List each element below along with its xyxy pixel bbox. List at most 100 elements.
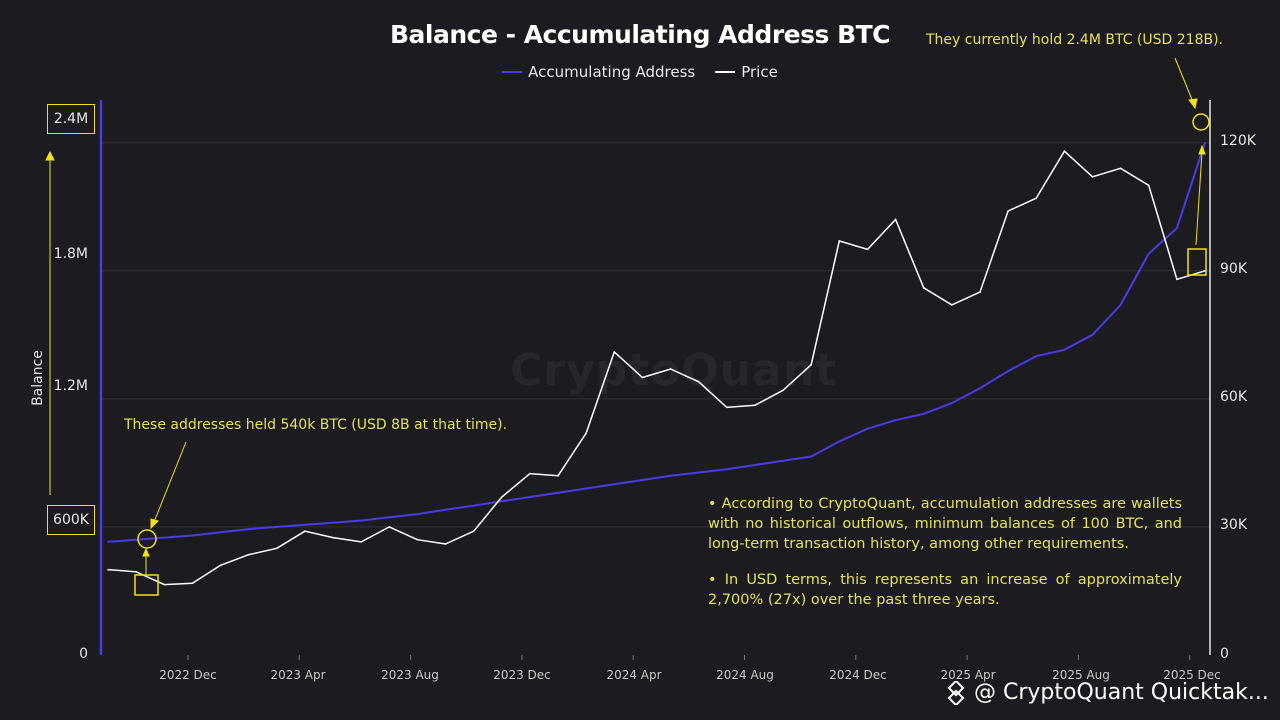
arrow-past-label [153, 441, 187, 523]
balance-point [304, 523, 306, 526]
y-tick-left-2.4m: 2.4M [47, 104, 95, 134]
balance-point [191, 534, 194, 537]
balance-point [754, 464, 756, 466]
price-point [922, 287, 925, 289]
balance-point [669, 474, 672, 477]
y-tick-left-1.2m: 1.2M [53, 378, 88, 394]
balance-point [641, 479, 644, 481]
balance-point [697, 471, 700, 474]
gridlines [101, 142, 1210, 528]
price-point [219, 564, 222, 567]
x-tick-2024-apr: 2024 Apr [606, 668, 662, 682]
balance-point [135, 538, 137, 541]
price-point [726, 406, 728, 409]
x-tick-2023-dec: 2023 Dec [493, 668, 551, 682]
arrow-past-box-head [142, 547, 150, 557]
legend-item-price[interactable]: Price [715, 63, 778, 81]
balance-point [1007, 370, 1009, 372]
balance-point [810, 455, 813, 458]
annotation-arrows [45, 57, 1206, 574]
price-point [360, 541, 362, 543]
balance-point [782, 459, 784, 462]
price-point [304, 530, 306, 532]
price-point [1147, 184, 1150, 187]
balance-point [726, 468, 728, 471]
x-tick-2025-dec: 2025 Dec [1163, 668, 1221, 682]
balance-point [500, 500, 503, 503]
x-tick-2022-dec: 2022 Dec [159, 668, 217, 682]
chart-title: Balance - Accumulating Address BTC [389, 20, 891, 49]
price-point [894, 218, 897, 221]
balance-point [1091, 334, 1094, 336]
note-usd-increase: • In USD terms, this represents an incre… [708, 572, 1182, 608]
price-point [135, 570, 137, 573]
price-point [669, 368, 672, 370]
price-point [1091, 176, 1094, 178]
y-tick-right-90k: 90K [1220, 261, 1247, 277]
price-point [500, 496, 503, 498]
legend-label-balance: Accumulating Address [528, 63, 696, 81]
balance-point [332, 521, 334, 524]
arrow-current-box [1195, 151, 1203, 246]
price-point [388, 526, 391, 528]
balance-point [360, 519, 362, 522]
balance-point [163, 536, 166, 539]
y-tick-right-60k: 60K [1220, 389, 1247, 405]
highlight-circle-current [1192, 113, 1210, 131]
balance-point [1176, 227, 1178, 229]
annotation-current-holdings: They currently hold 2.4M BTC (USD 218B). [926, 32, 1223, 48]
price-point [951, 304, 953, 306]
balance-point [444, 509, 447, 511]
x-tick-2023-aug: 2023 Aug [381, 668, 439, 682]
x-tick-2023-apr: 2023 Apr [270, 668, 326, 682]
balance-point [1063, 348, 1066, 351]
balance-point [585, 487, 587, 490]
price-point [107, 568, 109, 571]
y-tick-left-0: 0 [79, 646, 88, 662]
price-point [191, 582, 194, 585]
x-tick-marks [187, 655, 1191, 660]
price-point [838, 240, 841, 242]
price-point [1176, 278, 1178, 281]
balance-point [529, 496, 531, 498]
arrow-current-label [1174, 57, 1194, 103]
highlight-circle-past [137, 529, 157, 549]
balance-point [866, 427, 869, 430]
balance-series-line [107, 142, 1206, 543]
footer-source[interactable]: @ CryptoQuant Quicktak... [944, 680, 1269, 705]
balance-point [613, 483, 616, 486]
balance-point [1147, 252, 1150, 255]
x-tick-2025-apr: 2025 Apr [940, 668, 996, 682]
watermark: CryptoQuant [510, 345, 838, 396]
price-series-line [107, 150, 1206, 586]
price-point [1063, 150, 1066, 153]
y-tick-right-120k: 120K [1220, 133, 1256, 149]
price-point [557, 474, 559, 477]
legend-item-balance[interactable]: Accumulating Address [502, 63, 695, 81]
note-definition: • According to CryptoQuant, accumulation… [708, 496, 1182, 552]
price-point [472, 530, 475, 532]
balance-point [416, 513, 419, 515]
balance-point [275, 526, 278, 528]
price-point [1119, 167, 1122, 170]
balance-point [388, 516, 391, 519]
price-point [979, 291, 981, 293]
cryptoquant-logo-icon [947, 680, 965, 705]
legend-swatch-price [715, 71, 736, 73]
price-point [641, 376, 644, 379]
x-tick-2025-aug: 2025 Aug [1052, 668, 1110, 682]
price-point [444, 543, 447, 545]
y-tick-right-0: 0 [1220, 646, 1229, 662]
balance-point [894, 419, 897, 421]
price-point [697, 380, 700, 383]
price-point [332, 536, 334, 539]
price-point [1007, 210, 1009, 212]
balance-point [472, 504, 475, 507]
arrow-current-label-head [1188, 98, 1198, 110]
arrow-axis-head [45, 150, 55, 161]
arrow-current-box-head [1198, 144, 1206, 155]
legend-swatch-balance [502, 71, 523, 73]
balance-point [219, 531, 222, 534]
x-tick-2024-aug: 2024 Aug [716, 668, 774, 682]
price-point [754, 404, 756, 407]
